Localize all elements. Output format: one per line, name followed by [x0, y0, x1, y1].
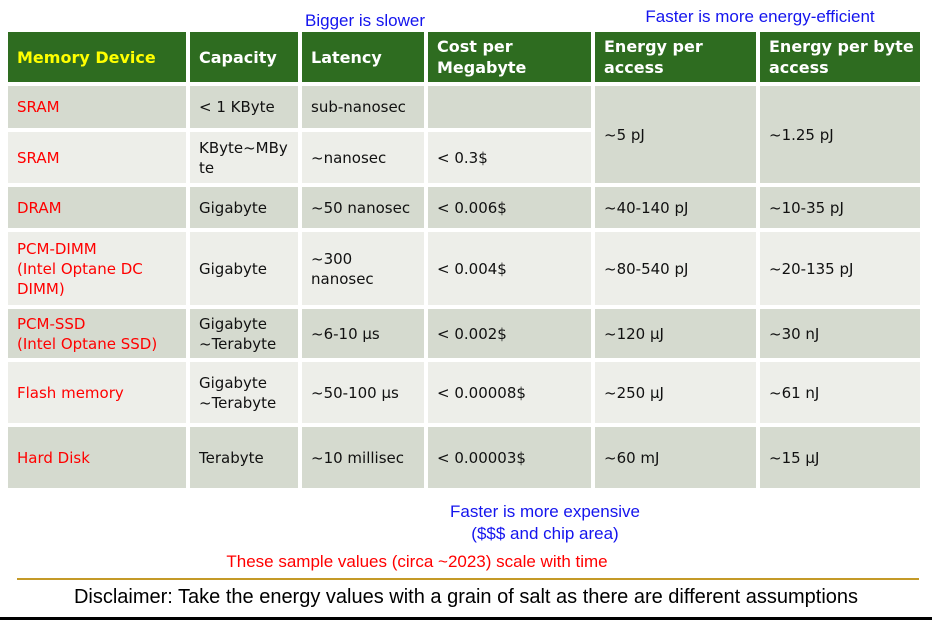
- header-latency: Latency: [302, 32, 424, 82]
- disclaimer-text: Disclaimer: Take the energy values with …: [73, 586, 859, 608]
- cell-capacity: < 1 KByte: [190, 86, 298, 128]
- cell-energy-access: ~80-540 pJ: [595, 232, 756, 305]
- annotation-sample-values-note: These sample values (circa ~2023) scale …: [226, 552, 608, 571]
- cell-latency: ~300 nanosec: [302, 232, 424, 305]
- cell-capacity: Terabyte: [190, 427, 298, 488]
- cell-energy-access: ~250 µJ: [595, 362, 756, 423]
- cell-latency: sub-nanosec: [302, 86, 424, 128]
- table-row-hard-disk: Hard Disk Terabyte ~10 millisec < 0.0000…: [8, 427, 920, 488]
- cell-cost: < 0.00008$: [428, 362, 591, 423]
- cell-cost: < 0.00003$: [428, 427, 591, 488]
- cell-energy-byte: ~61 nJ: [760, 362, 920, 423]
- cell-latency: ~50-100 µs: [302, 362, 424, 423]
- memory-device-table: Memory Device Capacity Latency Cost per …: [4, 28, 924, 492]
- cell-device: DRAM: [8, 187, 186, 228]
- cell-latency: ~nanosec: [302, 132, 424, 183]
- table-row-pcm-ssd: PCM-SSD (Intel Optane SSD) Gigabyte ~Ter…: [8, 309, 920, 358]
- header-energy-per-byte-access: Energy per byte access: [760, 32, 920, 82]
- cell-energy-byte: ~15 µJ: [760, 427, 920, 488]
- cell-energy-access: ~60 mJ: [595, 427, 756, 488]
- table-row-sram-large: SRAM KByte~MByte ~nanosec < 0.3$: [8, 132, 920, 183]
- table-row-dram: DRAM Gigabyte ~50 nanosec < 0.006$ ~40-1…: [8, 187, 920, 228]
- table-row-sram-small: SRAM < 1 KByte sub-nanosec ~5 pJ ~1.25 p…: [8, 86, 920, 183]
- cell-energy-byte: ~30 nJ: [760, 309, 920, 358]
- cell-energy-access: ~5 pJ: [595, 86, 756, 183]
- header-capacity: Capacity: [190, 32, 298, 82]
- header-cost-per-megabyte: Cost per Megabyte: [428, 32, 591, 82]
- cell-latency: ~50 nanosec: [302, 187, 424, 228]
- annotation-chip-area-line2: ($$$ and chip area): [471, 524, 619, 543]
- gold-divider-line: [17, 578, 919, 580]
- cell-latency: ~6-10 µs: [302, 309, 424, 358]
- cell-energy-access: ~40-140 pJ: [595, 187, 756, 228]
- cell-energy-access: ~120 µJ: [595, 309, 756, 358]
- header-memory-device: Memory Device: [8, 32, 186, 82]
- cell-cost: < 0.3$: [428, 132, 591, 183]
- cell-capacity: Gigabyte: [190, 232, 298, 305]
- cell-device: SRAM: [8, 86, 186, 128]
- cell-energy-byte: ~1.25 pJ: [760, 86, 920, 183]
- cell-cost: < 0.006$: [428, 187, 591, 228]
- cell-device: Flash memory: [8, 362, 186, 423]
- header-row: Memory Device Capacity Latency Cost per …: [8, 32, 920, 82]
- cell-capacity: Gigabyte ~Terabyte: [190, 362, 298, 423]
- cell-device: Hard Disk: [8, 427, 186, 488]
- cell-cost: [428, 86, 591, 128]
- cell-capacity: Gigabyte ~Terabyte: [190, 309, 298, 358]
- header-energy-per-access: Energy per access: [595, 32, 756, 82]
- annotation-faster-expensive-line1: Faster is more expensive: [450, 502, 640, 521]
- table-row-pcm-dimm: PCM-DIMM (Intel Optane DC DIMM) Gigabyte…: [8, 232, 920, 305]
- cell-cost: < 0.004$: [428, 232, 591, 305]
- table-row-flash: Flash memory Gigabyte ~Terabyte ~50-100 …: [8, 362, 920, 423]
- cell-device: SRAM: [8, 132, 186, 183]
- cell-latency: ~10 millisec: [302, 427, 424, 488]
- annotation-bigger-is-slower: Bigger is slower: [305, 11, 425, 30]
- annotation-faster-is-more-expensive: Faster is more expensive ($$$ and chip a…: [395, 501, 695, 545]
- cell-cost: < 0.002$: [428, 309, 591, 358]
- cell-capacity: KByte~MByte: [190, 132, 298, 183]
- cell-device: PCM-SSD (Intel Optane SSD): [8, 309, 186, 358]
- cell-device: PCM-DIMM (Intel Optane DC DIMM): [8, 232, 186, 305]
- cell-capacity: Gigabyte: [190, 187, 298, 228]
- slide-bottom-border: [0, 617, 932, 620]
- cell-energy-byte: ~20-135 pJ: [760, 232, 920, 305]
- cell-energy-byte: ~10-35 pJ: [760, 187, 920, 228]
- annotation-faster-energy-efficient: Faster is more energy-efficient: [645, 7, 875, 26]
